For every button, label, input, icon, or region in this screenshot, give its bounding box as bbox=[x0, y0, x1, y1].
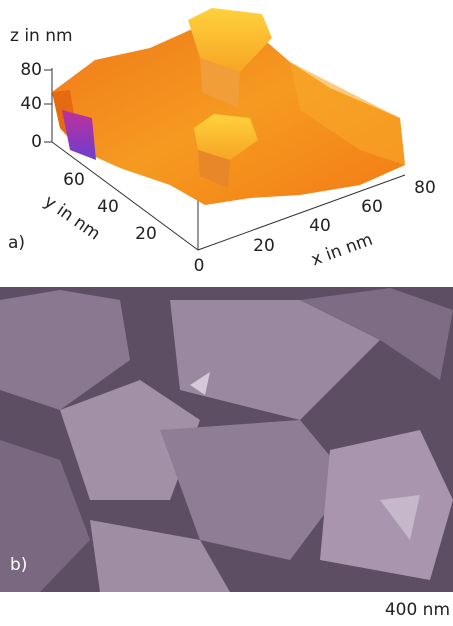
y-axis-title: y in nm bbox=[40, 192, 104, 245]
y-tick-label: 60 bbox=[63, 170, 85, 190]
figure: z in nm 80 40 0 60 40 20 y in nm 0 20 40… bbox=[0, 0, 453, 622]
z-tick-label: 80 bbox=[20, 60, 42, 80]
x-tick-label: 40 bbox=[309, 216, 331, 236]
y-tick-label: 40 bbox=[97, 197, 119, 217]
x-tick-label: 60 bbox=[361, 197, 383, 217]
z-tick-label: 0 bbox=[31, 132, 42, 152]
x-tick-label: 0 bbox=[194, 256, 205, 276]
panel-label: b) bbox=[10, 555, 27, 575]
x-tick-label: 80 bbox=[414, 178, 436, 198]
z-tick-label: 40 bbox=[20, 94, 42, 114]
z-axis-title: z in nm bbox=[10, 26, 73, 46]
sem-image bbox=[0, 287, 453, 592]
surface bbox=[52, 8, 405, 205]
page: z in nm 80 40 0 60 40 20 y in nm 0 20 40… bbox=[0, 0, 453, 622]
x-tick-label: 20 bbox=[253, 236, 275, 256]
y-tick-label: 20 bbox=[135, 224, 157, 244]
scale-bar-label: 400 nm bbox=[385, 600, 450, 620]
panel-label: a) bbox=[8, 233, 25, 253]
